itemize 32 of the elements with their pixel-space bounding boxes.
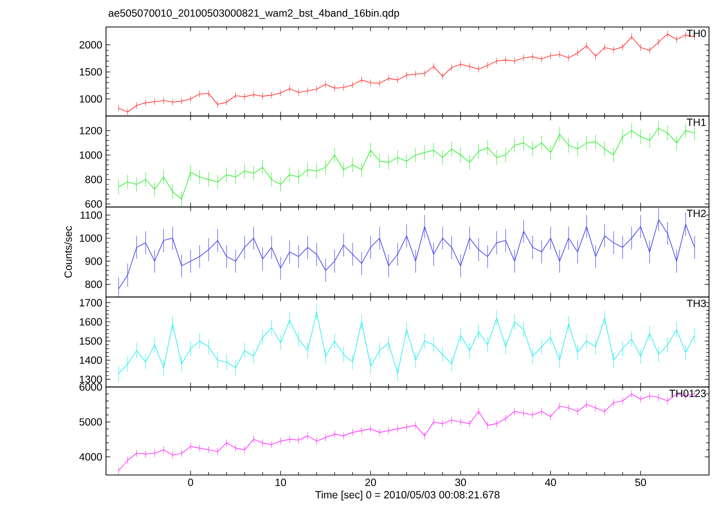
y-tick-label: 1200 <box>80 126 102 134</box>
x-tick-label: 50 <box>635 478 646 486</box>
annotation: TH2 <box>686 210 706 217</box>
y-tick-label: 1500 <box>80 68 102 76</box>
y-tick-label: 900 <box>85 258 102 265</box>
x-tick-label: 40 <box>545 478 556 486</box>
y-tick-label: 1000 <box>80 151 102 159</box>
y-tick-label: 1600 <box>80 318 102 326</box>
y-tick-label: 6000 <box>80 383 102 391</box>
y-tick-label: 1400 <box>80 356 102 364</box>
annotation: TH3 <box>686 300 706 308</box>
x-tick-label: 20 <box>365 478 376 486</box>
annotation: TH0 <box>686 30 706 38</box>
x-tick-label: 10 <box>276 478 286 486</box>
y-tick-label: 1000 <box>80 95 102 103</box>
y-tick-label: 1000 <box>80 234 102 242</box>
y-tick-label: 1100 <box>80 211 102 219</box>
y-tick-label: 2000 <box>80 41 102 49</box>
x-tick-label: 0 <box>188 478 194 486</box>
x-axis-title: Time [sec] 0 = 2010/05/03 00:08:21.678 <box>315 490 500 501</box>
y-tick-label: 600 <box>85 200 102 208</box>
y-tick-label: 800 <box>85 176 102 184</box>
chart-title: ae505070010_20100503000821_wam2_bst_4band_16bin.qdp <box>108 9 400 19</box>
y-tick-label: 1500 <box>80 337 102 345</box>
y-tick-label: 1300 <box>80 376 102 384</box>
y-tick-label: 4000 <box>79 453 102 461</box>
y-tick-label: 800 <box>85 280 102 288</box>
y-tick-label: 1700 <box>80 299 102 306</box>
y-axis-title: Counts/sec <box>64 226 72 278</box>
annotation: TH1 <box>686 118 706 126</box>
y-tick-label: 5000 <box>79 418 102 426</box>
x-tick-label: 30 <box>455 478 466 486</box>
